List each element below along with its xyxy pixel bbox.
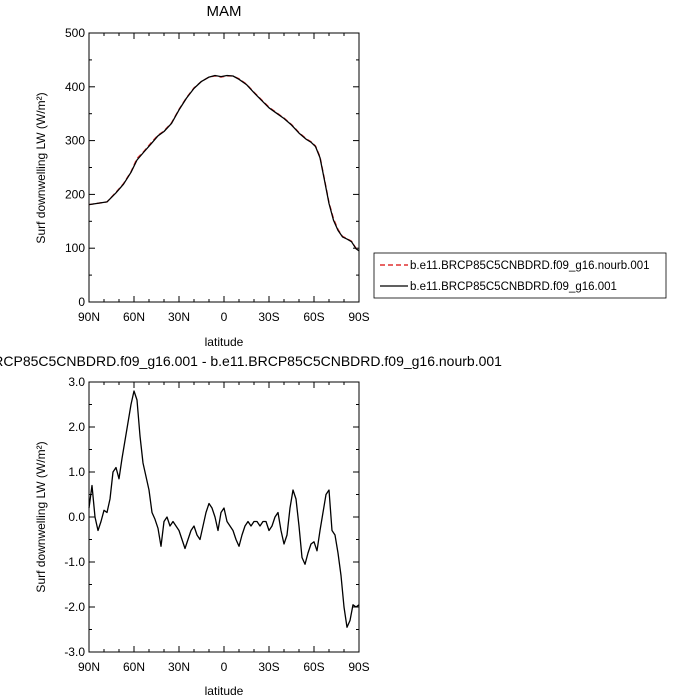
top-x-ticks: 90N 60N 30N 0 30S 60S 90S — [78, 33, 370, 324]
y-tick-label: -2.0 — [64, 600, 85, 614]
x-tick-label: 30S — [258, 660, 279, 674]
bottom-y-ticks: -3.0 -2.0 -1.0 0.0 1.0 2.0 3.0 — [64, 375, 359, 659]
top-y-axis-label-text: Surf downwelling LW (W/m²) — [34, 92, 48, 243]
bottom-panel: b.e11.BRCP85C5CNBDRD.f09_g16.001 - b.e11… — [0, 353, 502, 698]
top-x-axis-label: latitude — [205, 335, 244, 349]
bottom-chart-title: b.e11.BRCP85C5CNBDRD.f09_g16.001 - b.e11… — [0, 353, 502, 369]
x-tick-label: 90S — [348, 310, 369, 324]
y-tick-label: 300 — [65, 134, 85, 148]
y-tick-label: 200 — [65, 187, 85, 201]
top-plot-frame — [88, 32, 360, 303]
y-tick-label: -3.0 — [64, 645, 85, 659]
x-tick-label: 60N — [123, 310, 145, 324]
top-panel: MAM 90N 60N 30N 0 30S 60S 90S 0 100 200 300 400 500… — [34, 3, 370, 349]
y-tick-label: 1.0 — [68, 465, 85, 479]
x-tick-label: 30N — [168, 310, 190, 324]
x-tick-label: 0 — [221, 660, 228, 674]
y-tick-label: 0 — [78, 295, 85, 309]
top-y-ticks: 0 100 200 300 400 500 — [65, 26, 359, 309]
top-series-lines — [88, 74, 360, 252]
bottom-y-axis-label-text: Surf downwelling LW (W/m²) — [34, 441, 48, 592]
legend: b.e11.BRCP85C5CNBDRD.f09_g16.nourb.001 b… — [373, 252, 667, 299]
series-line-0-0 — [88, 75, 360, 251]
y-tick-label: 400 — [65, 80, 85, 94]
x-tick-label: 60S — [303, 310, 324, 324]
y-tick-label: 2.0 — [68, 420, 85, 434]
x-tick-label: 30N — [168, 660, 190, 674]
y-tick-label: 0.0 — [68, 510, 85, 524]
top-chart-title: MAM — [207, 3, 242, 20]
bottom-x-ticks: 90N 60N 30N 0 30S 60S 90S — [78, 382, 370, 674]
bottom-y-axis-label: Surf downwelling LW (W/m²) — [34, 441, 48, 592]
series-line-0-1 — [88, 74, 360, 252]
x-tick-label: 60S — [303, 660, 324, 674]
y-tick-label: 500 — [65, 26, 85, 40]
x-tick-label: 30S — [258, 310, 279, 324]
bottom-series-lines — [88, 390, 360, 628]
series-line-1-0 — [88, 390, 360, 628]
bottom-plot-frame — [88, 381, 360, 653]
x-tick-label: 90S — [348, 660, 369, 674]
y-tick-label: 3.0 — [68, 375, 85, 389]
legend-label-nourb: b.e11.BRCP85C5CNBDRD.f09_g16.nourb.001 — [410, 260, 650, 272]
x-tick-label: 90N — [78, 660, 100, 674]
y-tick-label: -1.0 — [64, 555, 85, 569]
x-tick-label: 60N — [123, 660, 145, 674]
bottom-x-axis-label: latitude — [205, 684, 244, 698]
legend-box — [373, 252, 667, 299]
top-y-axis-label: Surf downwelling LW (W/m²) — [34, 92, 48, 243]
x-tick-label: 0 — [221, 310, 228, 324]
y-tick-label: 100 — [65, 241, 85, 255]
x-tick-label: 90N — [78, 310, 100, 324]
legend-label-control: b.e11.BRCP85C5CNBDRD.f09_g16.001 — [410, 281, 617, 293]
